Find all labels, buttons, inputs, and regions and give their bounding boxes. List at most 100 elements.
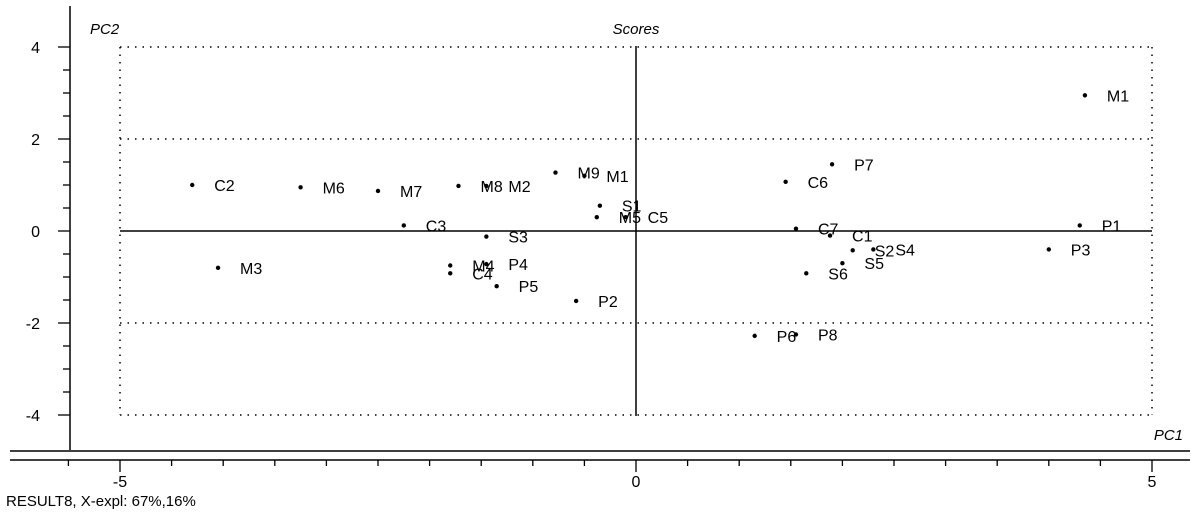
point-marker [215, 265, 221, 270]
score-point: P5 [494, 279, 538, 296]
score-point: P2 [573, 294, 618, 311]
point-marker [298, 185, 303, 190]
score-point: C3 [401, 218, 447, 235]
point-marker [597, 203, 603, 208]
score-point: S3 [484, 230, 528, 247]
x-tick-label: 5 [1148, 474, 1157, 490]
point-label: P4 [508, 257, 528, 274]
point-label: C6 [808, 175, 829, 192]
score-point: M6 [298, 180, 345, 197]
point-marker [623, 215, 628, 220]
y-ticks: -4 -2 0 2 4 [26, 40, 70, 425]
point-label: S2 [875, 243, 895, 260]
point-label: M8 [480, 179, 502, 196]
score-point: C7 [793, 222, 839, 239]
point-label: S1 [622, 199, 642, 216]
score-point: P6 [752, 329, 796, 346]
score-point: S2 [850, 243, 895, 260]
point-marker [484, 234, 489, 239]
point-label: M9 [578, 166, 600, 183]
point-marker [448, 263, 453, 268]
y-tick-label: 0 [31, 224, 40, 241]
point-label: S3 [508, 230, 528, 247]
point-label: P3 [1071, 242, 1091, 259]
score-point: M1 [582, 169, 629, 186]
point-marker [827, 233, 833, 238]
point-label: C3 [426, 218, 447, 235]
score-point: S4 [871, 242, 915, 259]
grid [119, 46, 1153, 416]
point-label: P2 [598, 294, 618, 311]
point-marker [573, 298, 579, 304]
point-marker [1046, 247, 1052, 252]
x-ticks: -5 0 5 [67, 460, 1157, 490]
score-point: M9 [553, 166, 600, 183]
score-point: C6 [783, 175, 828, 192]
point-marker [1077, 223, 1082, 228]
score-point: M3 [215, 261, 262, 278]
point-label: C7 [818, 222, 839, 239]
point-label: M2 [508, 179, 530, 196]
score-point: M7 [375, 184, 422, 201]
point-label: P6 [777, 329, 797, 346]
point-marker [850, 248, 855, 253]
point-marker [190, 182, 195, 188]
score-point: M2 [484, 179, 531, 196]
point-label: C1 [852, 229, 873, 246]
point-marker [1082, 93, 1088, 98]
score-point: S6 [804, 266, 848, 283]
point-marker [871, 247, 876, 252]
score-point: M5 [594, 210, 641, 227]
score-point: M4 [448, 259, 495, 276]
y-tick-label: -4 [26, 408, 40, 425]
point-marker [594, 215, 599, 220]
point-marker [484, 261, 489, 267]
point-label: M1 [606, 169, 628, 186]
point-label: C2 [214, 178, 235, 195]
point-marker [804, 271, 809, 276]
y-axis-label: PC2 [90, 21, 120, 38]
point-label: C4 [472, 266, 493, 283]
point-marker [829, 162, 835, 167]
point-label: S5 [864, 256, 884, 273]
score-point: P7 [829, 157, 874, 174]
point-label: M6 [323, 180, 345, 197]
score-point: S1 [597, 199, 642, 216]
point-label: C5 [648, 210, 669, 227]
point-label: S4 [895, 242, 915, 259]
point-marker [793, 332, 799, 337]
score-point: C4 [448, 266, 493, 283]
score-point: C5 [623, 210, 668, 227]
point-marker [484, 183, 489, 189]
x-tick-label: -5 [113, 474, 127, 490]
point-marker [375, 188, 381, 194]
point-marker [840, 261, 845, 266]
score-point: P3 [1046, 242, 1091, 259]
x-axis-label: PC1 [1154, 427, 1183, 444]
point-marker [793, 226, 799, 231]
point-marker [553, 170, 558, 175]
point-marker [448, 271, 453, 276]
score-point: C1 [827, 229, 873, 246]
score-point: C2 [190, 178, 235, 195]
point-marker [783, 179, 788, 184]
score-point: P8 [793, 328, 838, 345]
chart-title: Scores [613, 21, 660, 38]
y-tick-label: 4 [31, 40, 40, 57]
point-label: P7 [854, 157, 874, 174]
zero-lines [120, 46, 1152, 416]
point-marker [401, 223, 406, 228]
x-tick-label: 0 [632, 474, 641, 490]
point-label: M5 [619, 210, 641, 227]
point-label: P5 [519, 279, 539, 296]
point-label: M3 [240, 261, 262, 278]
point-marker [752, 333, 757, 339]
point-marker [456, 183, 461, 189]
point-label: M4 [472, 259, 494, 276]
point-label: P8 [818, 328, 838, 345]
point-label: M1 [1107, 88, 1129, 105]
point-label: S6 [828, 266, 848, 283]
score-point: S5 [840, 256, 884, 273]
